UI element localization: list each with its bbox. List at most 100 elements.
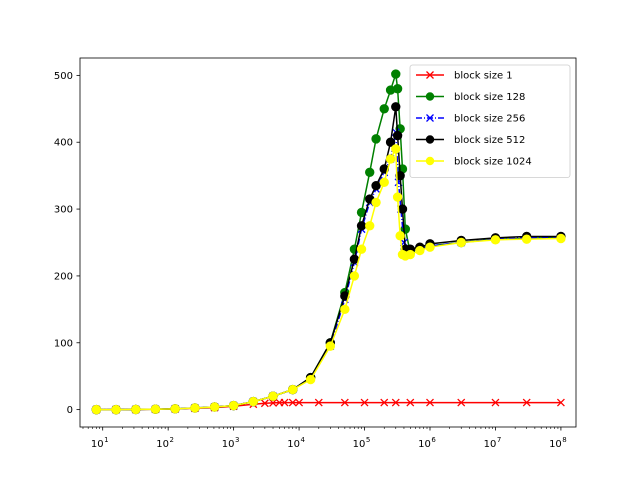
data-point (131, 404, 141, 415)
legend-label: block size 128 (454, 92, 525, 103)
x-tick-base: 10 (418, 439, 431, 450)
x-tick-label: 101 (91, 436, 109, 450)
data-point (456, 237, 466, 248)
data-point (391, 144, 401, 154)
x-tick-exponent: 5 (366, 436, 370, 444)
data-point (371, 197, 381, 208)
data-point (349, 271, 360, 281)
x-tick-exponent: 6 (431, 436, 436, 444)
data-point (260, 399, 269, 408)
data-point (556, 398, 565, 407)
data-point (280, 398, 289, 407)
data-point (190, 403, 200, 413)
data-point (415, 245, 425, 256)
x-tick-exponent: 8 (562, 436, 566, 444)
data-point (406, 398, 415, 407)
data-point (379, 177, 389, 188)
x-tick-exponent: 3 (235, 436, 239, 444)
data-point (360, 398, 369, 407)
data-point (491, 398, 500, 407)
legend-marker (425, 156, 435, 166)
data-point (288, 384, 298, 395)
y-tick-label: 400 (54, 138, 73, 149)
x-minor-ticks (82, 427, 559, 429)
x-tick-exponent: 7 (497, 436, 501, 444)
x-tick-exponent: 1 (104, 436, 108, 444)
data-point (385, 154, 396, 164)
data-point (248, 396, 259, 407)
data-point (325, 341, 336, 351)
axes-frame (79, 57, 577, 428)
data-point (340, 398, 349, 407)
data-point (556, 233, 566, 244)
legend-marker (425, 92, 435, 101)
legend-label: block size 1 (454, 71, 513, 82)
data-point (490, 235, 501, 245)
x-tick-base: 10 (353, 439, 366, 450)
data-point (397, 204, 408, 214)
data-point (269, 398, 277, 407)
data-point (314, 398, 323, 407)
legend-label: block size 1024 (454, 157, 532, 168)
data-point (170, 404, 180, 414)
x-tick-base: 10 (484, 439, 497, 450)
legend-label: block size 256 (454, 114, 525, 125)
data-point (392, 130, 403, 141)
x-tick-label: 108 (549, 436, 567, 450)
data-point (521, 234, 532, 244)
data-point (91, 404, 102, 415)
data-point (356, 244, 367, 254)
y-tick-label: 500 (54, 71, 73, 82)
data-point (380, 398, 389, 407)
data-point (365, 221, 375, 231)
x-tick-label: 105 (353, 436, 371, 450)
data-point (395, 231, 405, 241)
data-point (111, 404, 121, 415)
x-tick-label: 102 (156, 436, 174, 450)
x-tick-label: 103 (222, 436, 240, 450)
legend-marker (426, 71, 434, 79)
legend-box (409, 64, 571, 178)
legend-entry-2: block size 256 (416, 114, 525, 125)
data-point (209, 402, 220, 412)
data-point (391, 398, 400, 407)
data-point (379, 104, 389, 114)
x-tick-base: 10 (91, 439, 104, 450)
data-point (371, 134, 381, 144)
data-point (522, 398, 531, 407)
legend-marker (425, 135, 435, 144)
y-tick-label: 100 (54, 338, 73, 349)
data-point (340, 304, 350, 315)
data-point (385, 137, 396, 147)
data-point (405, 249, 415, 260)
data-point (228, 400, 239, 411)
data-point (150, 404, 161, 414)
legend-entry-3: block size 512 (416, 135, 525, 146)
data-point (426, 398, 434, 407)
data-point (392, 192, 403, 202)
data-point (392, 84, 403, 94)
data-point (356, 221, 367, 231)
x-tick-label: 104 (287, 436, 305, 450)
legend-entry-1: block size 128 (416, 92, 525, 103)
plot-area (91, 69, 566, 415)
data-point (295, 398, 304, 407)
data-point (457, 398, 466, 407)
data-point (288, 398, 297, 407)
series-4 (91, 144, 566, 415)
legend-entry-4: block size 1024 (416, 157, 532, 168)
data-point (365, 167, 375, 178)
data-point (391, 102, 401, 112)
data-point (305, 374, 316, 385)
x-tick-exponent: 4 (300, 436, 305, 444)
y-tick-label: 300 (54, 205, 73, 216)
x-tick-base: 10 (222, 439, 235, 450)
legend-label: block size 512 (454, 135, 525, 146)
y-tick-label: 200 (54, 271, 73, 282)
data-point (425, 242, 435, 252)
x-tick-label: 106 (418, 436, 436, 450)
y-tick-label: 0 (67, 405, 73, 416)
x-tick-exponent: 2 (170, 436, 174, 444)
